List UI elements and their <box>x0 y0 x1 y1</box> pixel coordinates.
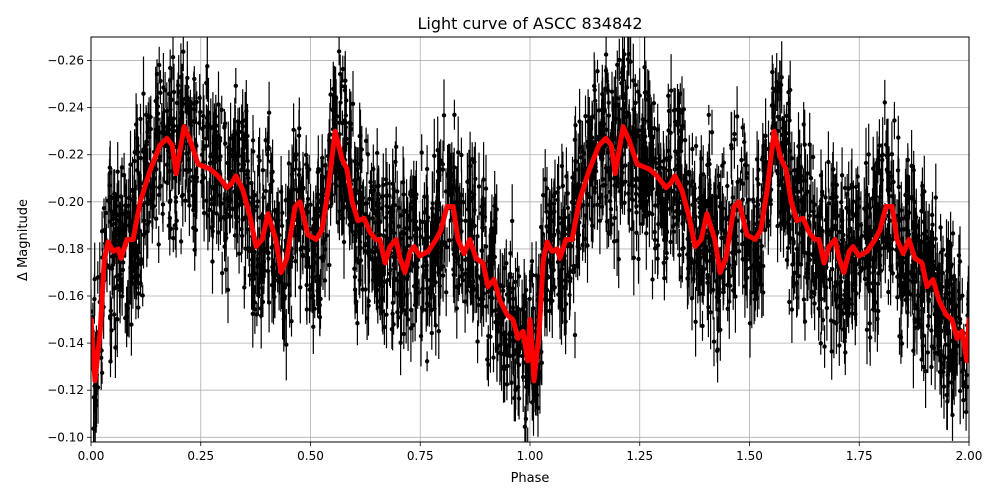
y-tick-label: −0.12 <box>47 383 84 397</box>
y-axis-label: Δ Magnitude <box>16 199 31 281</box>
y-tick-label: −0.20 <box>47 195 84 209</box>
curve-line <box>91 124 969 384</box>
y-tick-label: −0.26 <box>47 54 84 68</box>
x-tick-label: 0.75 <box>407 449 434 463</box>
y-tick-label: −0.24 <box>47 101 84 115</box>
x-tick-label: 1.00 <box>517 449 544 463</box>
x-tick-label: 0.50 <box>297 449 324 463</box>
x-tick-label: 2.00 <box>956 449 983 463</box>
x-tick-label: 1.25 <box>626 449 653 463</box>
x-axis-label: Phase <box>511 471 550 486</box>
axes: 0.00 0.25 0.50 0.75 1.00 1.25 1.50 1.75 2.00 −0.2… <box>47 36 983 463</box>
x-tick-label: 1.50 <box>736 449 763 463</box>
data-points <box>91 49 969 442</box>
binned-curve <box>91 124 969 384</box>
plot-frame <box>90 36 970 443</box>
y-tick-label: −0.18 <box>47 242 84 256</box>
x-tick-label: 1.75 <box>846 449 873 463</box>
y-tick-label: −0.14 <box>47 336 84 350</box>
x-tick-label: 0.00 <box>78 449 105 463</box>
y-tick-label: −0.16 <box>47 289 84 303</box>
y-tick-label: −0.22 <box>47 148 84 162</box>
chart-title: Light curve of ASCC 834842 <box>417 14 642 33</box>
y-tick-label: −0.10 <box>47 430 84 444</box>
x-tick-label: 0.25 <box>187 449 214 463</box>
